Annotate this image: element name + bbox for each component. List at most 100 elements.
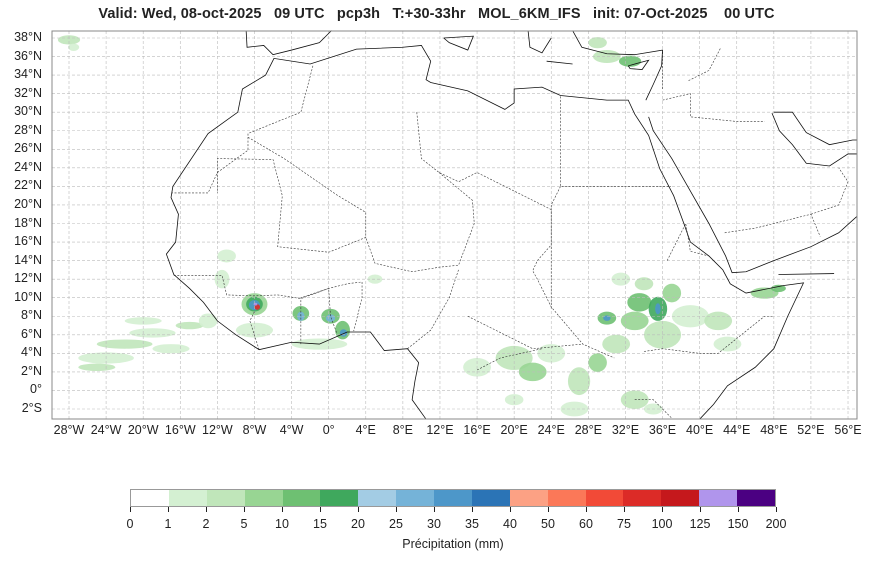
lon-tick-label: 48°E (760, 423, 788, 437)
precip-cell (68, 43, 80, 51)
colorbar-tick-mark (586, 507, 587, 512)
precip-cell (602, 334, 631, 354)
colorbar-tick-mark (206, 507, 207, 512)
lat-tick-label: 10°N (14, 289, 42, 304)
lon-tick-label: 8°W (242, 423, 267, 437)
lat-tick-label: 22°N (14, 178, 42, 193)
lat-tick-label: 8°N (21, 308, 42, 323)
colorbar-tick-mark (700, 507, 701, 512)
precip-cell (339, 329, 348, 337)
precip-cell (152, 344, 190, 354)
colorbar-bin (358, 490, 397, 506)
lat-tick-label: 30°N (14, 104, 42, 119)
cyprus-coastline (627, 59, 650, 70)
precip-cell (704, 311, 733, 331)
colorbar-tick-mark (320, 507, 321, 512)
precip-cell (634, 277, 654, 291)
precip-cell (198, 313, 218, 329)
colorbar-tick-label: 60 (579, 517, 593, 531)
colorbar-tick-label: 150 (727, 517, 749, 531)
precip-cell (567, 367, 591, 396)
colorbar-tick-mark (776, 507, 777, 512)
graticule (52, 31, 857, 419)
lon-tick-label: 44°E (723, 423, 751, 437)
lon-tick-label: 4°W (279, 423, 304, 437)
colorbar-tick-label: 5 (240, 517, 248, 531)
precip-cell (96, 339, 153, 349)
lon-tick-label: 56°E (834, 423, 862, 437)
colorbar-bin (661, 490, 700, 506)
lon-tick-label: 12°E (426, 423, 454, 437)
colorbar-tick-label: 75 (617, 517, 631, 531)
lat-tick-label: 18°N (14, 215, 42, 230)
colorbar-tick-mark (548, 507, 549, 512)
lon-tick-label: 4°E (355, 423, 376, 437)
lon-tick-label: 20°W (127, 423, 159, 437)
precip-cell (662, 283, 682, 303)
lat-tick-label: 32°N (14, 85, 42, 100)
colorbar-bin (547, 490, 586, 506)
lon-tick-label: 0° (322, 423, 335, 437)
country-borders (171, 47, 849, 419)
iberia-coastline (245, 30, 332, 56)
colorbar-bin (320, 490, 359, 506)
precipitation-field (57, 35, 786, 417)
colorbar-bin (623, 490, 662, 506)
gulf-coastline (771, 112, 858, 167)
colorbar-tick-mark (434, 507, 435, 512)
lon-tick-label: 16°E (463, 423, 491, 437)
colorbar-bin (131, 490, 169, 506)
colorbar-bin (699, 490, 737, 506)
colorbar-tick-label: 1 (164, 517, 172, 531)
country-border (365, 172, 475, 273)
colorbar-bin (244, 490, 283, 506)
country-border (634, 399, 673, 419)
colorbar-bin (396, 490, 434, 506)
colorbar-bin (471, 490, 510, 506)
colorbar-label: Précipitation (mm) (402, 537, 504, 551)
country-border (560, 96, 671, 187)
colorbar-tick-mark (396, 507, 397, 512)
lon-tick-label: 16°W (164, 423, 196, 437)
precip-cell (297, 311, 305, 321)
iran-coastline (773, 111, 858, 146)
precip-cell (129, 328, 176, 338)
precip-cell (235, 322, 274, 338)
precip-cell (175, 321, 204, 330)
colorbar-tick-label: 2 (202, 517, 210, 531)
crete-coastline (546, 60, 573, 65)
socotra-coastline (778, 273, 835, 275)
colorbar-tick-label: 40 (503, 517, 517, 531)
country-border (643, 315, 774, 354)
country-border (550, 186, 561, 206)
lon-tick-label: 20°E (500, 423, 528, 437)
lat-tick-label: 12°N (14, 271, 42, 286)
lat-tick-label: 20°N (14, 196, 42, 211)
colorbar-tick-mark (168, 507, 169, 512)
colorbar-tick-mark (662, 507, 663, 512)
precip-cell (217, 249, 236, 263)
lat-tick-label: 36°N (14, 48, 42, 63)
colorbar (130, 489, 776, 507)
lat-tick-label: 24°N (14, 159, 42, 174)
lat-tick-label: 2°S (21, 401, 42, 415)
colorbar-tick-label: 50 (541, 517, 555, 531)
lon-tick-label: 36°E (648, 423, 677, 437)
country-border (724, 213, 821, 237)
colorbar-tick-label: 200 (765, 517, 787, 531)
lat-tick-label: 16°N (14, 234, 42, 249)
country-border (688, 47, 722, 81)
colorbar-tick-mark (510, 507, 511, 512)
lat-tick-label: 4°N (21, 345, 42, 360)
lon-tick-label: 28°E (574, 423, 602, 437)
greece-coastline (527, 30, 552, 54)
precip-cell (713, 336, 742, 352)
lat-tick-label: 34°N (14, 67, 42, 82)
colorbar-tick-mark (358, 507, 359, 512)
colorbar-tick-mark (282, 507, 283, 512)
colorbar-tick-label: 125 (689, 517, 711, 531)
lon-tick-label: 32°E (611, 423, 640, 437)
country-border (217, 136, 367, 253)
country-border (662, 93, 765, 122)
